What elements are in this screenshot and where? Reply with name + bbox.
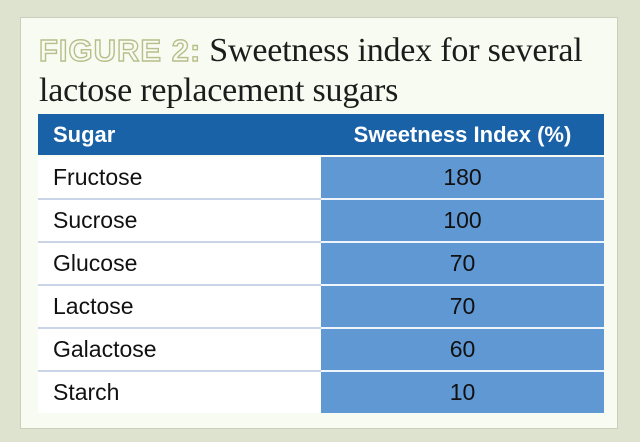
sweetness-value-cell: 180 xyxy=(321,156,604,200)
sweetness-table: Sugar Sweetness Index (%) Fructose 180 S… xyxy=(38,114,604,413)
sweetness-value-cell: 70 xyxy=(321,285,604,329)
sugar-name-cell: Galactose xyxy=(38,328,321,372)
table-row: Galactose 60 xyxy=(38,328,604,372)
sugar-name-cell: Sucrose xyxy=(38,199,321,243)
column-header-sweetness-index: Sweetness Index (%) xyxy=(321,114,604,157)
table-row: Lactose 70 xyxy=(38,285,604,329)
figure-label: FIGURE 2: xyxy=(38,32,202,68)
sweetness-value-cell: 100 xyxy=(321,199,604,243)
figure-title: FIGURE 2: Sweetness index for several lac… xyxy=(38,31,609,111)
sugar-name-cell: Lactose xyxy=(38,285,321,329)
table-row: Glucose 70 xyxy=(38,242,604,286)
figure-title-line1: Sweetness index for several xyxy=(209,32,583,69)
sugar-name-cell: Starch xyxy=(38,371,321,413)
sweetness-value-cell: 60 xyxy=(321,328,604,372)
figure-title-line2: lactose replacement sugars xyxy=(39,72,399,109)
sweetness-value-cell: 10 xyxy=(321,371,604,413)
table-row: Starch 10 xyxy=(38,371,604,413)
table-header-row: Sugar Sweetness Index (%) xyxy=(38,114,604,157)
sweetness-value-cell: 70 xyxy=(321,242,604,286)
column-header-sugar: Sugar xyxy=(38,114,321,157)
sugar-name-cell: Glucose xyxy=(38,242,321,286)
sugar-name-cell: Fructose xyxy=(38,156,321,200)
table-row: Fructose 180 xyxy=(38,156,604,200)
figure-card: FIGURE 2: Sweetness index for several lac… xyxy=(20,17,618,429)
table-row: Sucrose 100 xyxy=(38,199,604,243)
